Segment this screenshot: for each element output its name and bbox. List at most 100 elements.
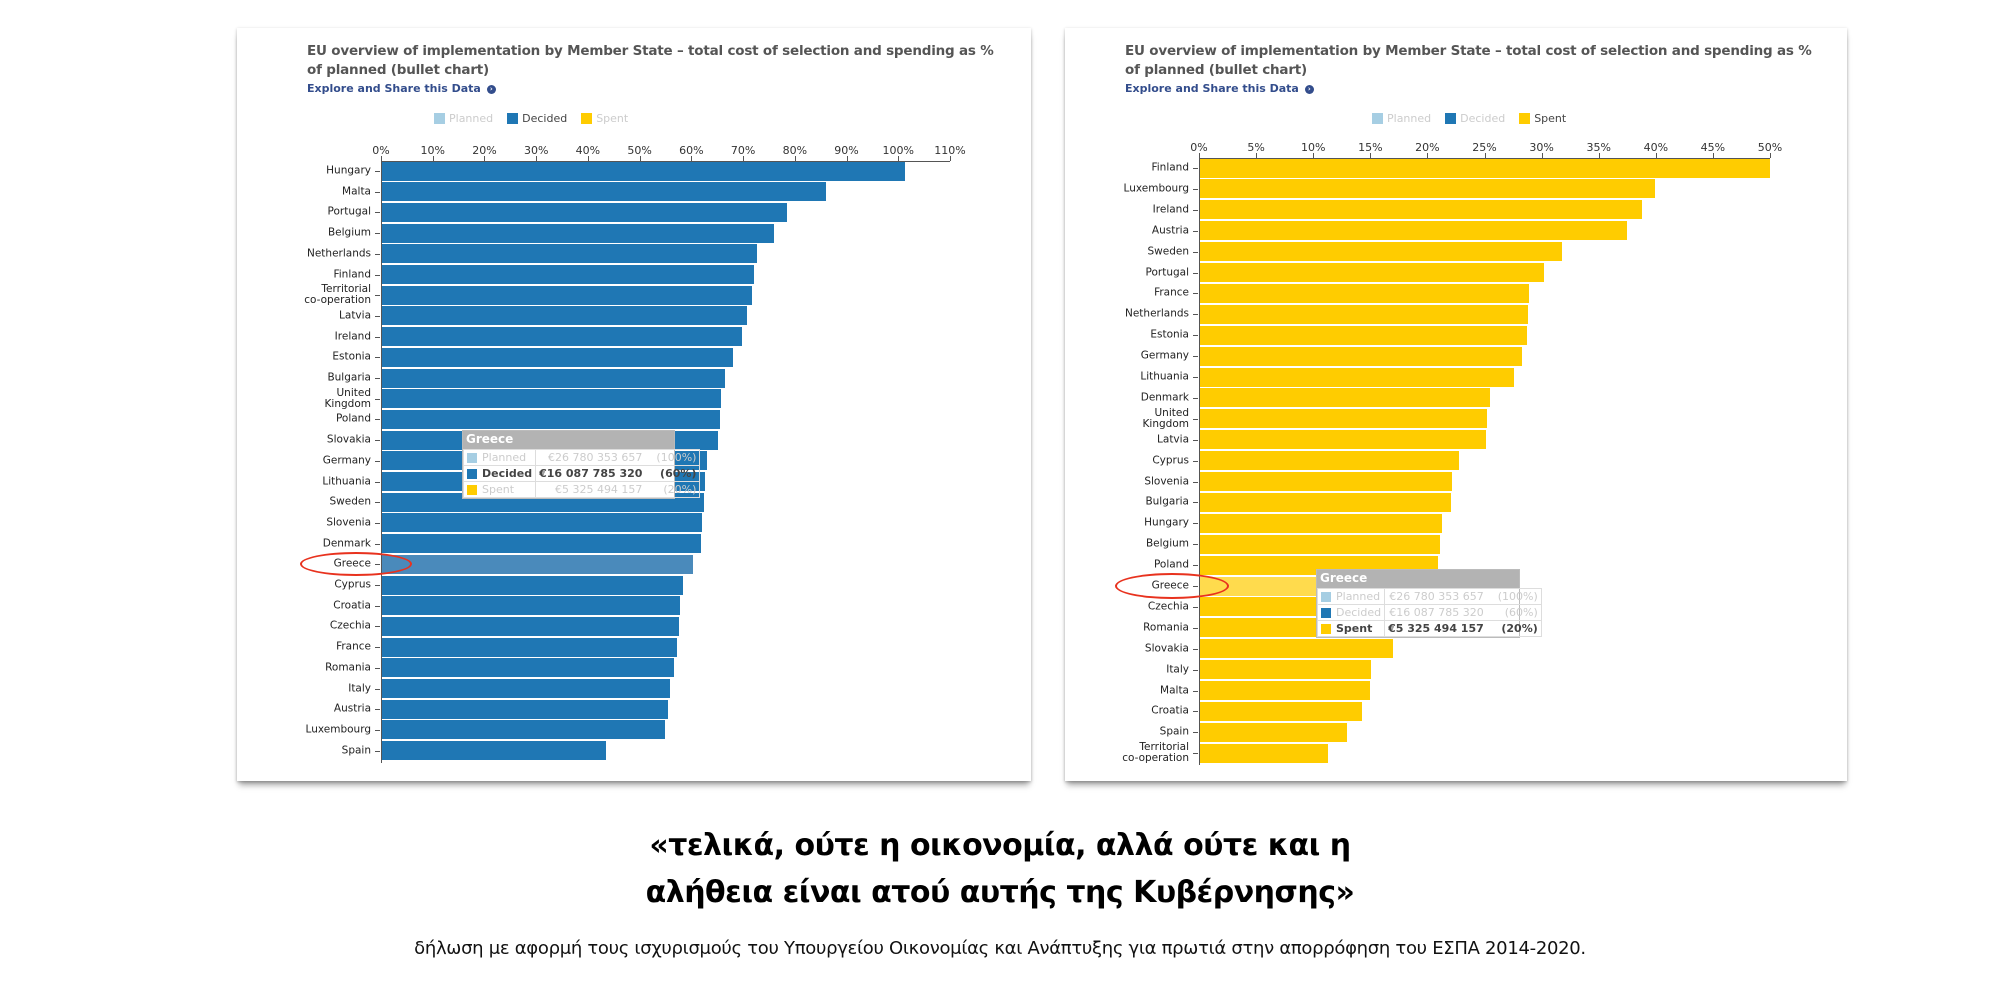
bar-luxembourg[interactable] xyxy=(1200,179,1655,199)
y-tick xyxy=(1193,627,1198,629)
country-label: Estonia xyxy=(1150,328,1189,341)
bar-bulgaria[interactable] xyxy=(1200,492,1452,512)
country-label: Belgium xyxy=(327,226,371,239)
x-tick-label: 30% xyxy=(1529,141,1554,154)
amount: €5 325 494 157 xyxy=(554,483,643,496)
bar-hungary[interactable] xyxy=(382,161,905,181)
bar-estonia[interactable] xyxy=(382,347,733,367)
legend-spent[interactable]: Spent xyxy=(1519,112,1566,125)
bar-denmark[interactable] xyxy=(382,534,702,554)
bar-germany[interactable] xyxy=(1200,346,1523,366)
bar-slovenia[interactable] xyxy=(1200,472,1453,491)
y-tick xyxy=(375,709,380,711)
bar-denmark[interactable] xyxy=(1200,388,1491,408)
legend-planned[interactable]: Planned xyxy=(434,112,493,125)
bar-finland[interactable] xyxy=(1200,158,1770,178)
bar-ireland[interactable] xyxy=(1200,200,1642,220)
bar-czechia[interactable] xyxy=(382,616,680,636)
country-label: Romania xyxy=(1143,621,1189,634)
bar-estonia[interactable] xyxy=(1200,325,1527,345)
bar-france[interactable] xyxy=(1200,283,1529,303)
bar-ireland[interactable] xyxy=(382,327,742,347)
bar-spain[interactable] xyxy=(382,741,607,761)
legend-label: Planned xyxy=(1387,112,1432,125)
legend-planned[interactable]: Planned xyxy=(1372,112,1431,125)
bar-bulgaria[interactable] xyxy=(382,368,725,388)
tooltip-row-spent: Spent €5 325 494 157 (20%) xyxy=(1316,620,1542,637)
bar-greece[interactable] xyxy=(382,554,694,574)
country-label: Italy xyxy=(1166,663,1189,676)
explore-data-link[interactable]: Explore and Share this Data › xyxy=(307,82,496,95)
x-tick xyxy=(950,156,951,161)
explore-data-link[interactable]: Explore and Share this Data › xyxy=(1125,82,1314,95)
country-label: Sweden xyxy=(1147,245,1190,258)
country-label: France xyxy=(1154,286,1189,299)
bar-romania[interactable] xyxy=(382,658,675,678)
y-tick xyxy=(1193,460,1198,462)
x-tick xyxy=(1712,153,1714,158)
y-tick xyxy=(375,315,380,317)
bar-latvia[interactable] xyxy=(1200,430,1486,450)
x-tick xyxy=(1256,153,1258,158)
bar-cyprus[interactable] xyxy=(1200,451,1460,471)
tooltip-series: Decided xyxy=(462,465,537,482)
red-circle-annotation xyxy=(300,552,412,576)
bar-territorial-co-operation[interactable] xyxy=(1200,743,1328,763)
y-tick xyxy=(375,729,380,731)
country-label: Slovenia xyxy=(326,516,371,529)
y-tick xyxy=(375,502,380,504)
bar-lithuania[interactable] xyxy=(1200,367,1515,387)
bar-finland[interactable] xyxy=(382,265,755,284)
y-tick xyxy=(1193,293,1198,295)
legend-decided[interactable]: Decided xyxy=(507,112,567,125)
explore-link-label[interactable]: Explore and Share this Data xyxy=(1125,82,1299,95)
quote-line-1: «τελικά, ούτε η οικονομία, αλλά ούτε και… xyxy=(649,828,1351,863)
y-tick xyxy=(1193,335,1198,337)
bar-belgium[interactable] xyxy=(382,223,774,243)
bar-italy[interactable] xyxy=(382,679,671,698)
legend-swatch xyxy=(1372,113,1383,124)
bar-italy[interactable] xyxy=(1200,660,1372,680)
bar-malta[interactable] xyxy=(1200,681,1371,700)
y-tick xyxy=(1193,439,1198,441)
country-label: Territorial co-operation xyxy=(1122,741,1189,765)
bar-latvia[interactable] xyxy=(382,306,747,326)
legend-label: Spent xyxy=(1534,112,1567,125)
tooltip-row-planned: Planned €26 780 353 657 (100%) xyxy=(462,449,701,466)
bar-croatia[interactable] xyxy=(1200,701,1363,721)
x-tick xyxy=(691,156,693,161)
y-tick xyxy=(375,378,380,379)
bar-croatia[interactable] xyxy=(382,596,681,616)
bar-territorial-co-operation[interactable] xyxy=(382,285,752,305)
bar-netherlands[interactable] xyxy=(382,244,758,264)
bar-france[interactable] xyxy=(382,637,677,657)
bar-slovakia[interactable] xyxy=(1200,639,1393,659)
bar-united-kingdom[interactable] xyxy=(1200,409,1487,429)
bar-cyprus[interactable] xyxy=(382,575,684,595)
bar-austria[interactable] xyxy=(382,699,668,719)
tooltip-value: €5 325 494 157 (20%) xyxy=(535,481,701,498)
bar-luxembourg[interactable] xyxy=(382,720,666,740)
bar-malta[interactable] xyxy=(382,182,826,202)
bar-netherlands[interactable] xyxy=(1200,304,1528,324)
legend-decided[interactable]: Decided xyxy=(1445,112,1505,125)
bar-poland[interactable] xyxy=(382,409,721,429)
bar-portugal[interactable] xyxy=(1200,263,1544,282)
bar-portugal[interactable] xyxy=(382,202,787,222)
explore-link-label[interactable]: Explore and Share this Data xyxy=(307,82,481,95)
x-tick xyxy=(432,156,434,161)
bar-hungary[interactable] xyxy=(1200,513,1443,533)
y-axis-line xyxy=(1199,158,1200,766)
x-tick-label: 0% xyxy=(1190,141,1208,154)
y-tick xyxy=(1193,230,1198,232)
bar-austria[interactable] xyxy=(1200,221,1628,241)
bar-slovenia[interactable] xyxy=(382,513,703,533)
legend-spent[interactable]: Spent xyxy=(581,112,628,125)
x-tick-label: 15% xyxy=(1358,141,1383,154)
bar-united-kingdom[interactable] xyxy=(382,389,722,409)
series-label: Decided xyxy=(482,467,533,480)
bar-belgium[interactable] xyxy=(1200,534,1440,554)
bar-spain[interactable] xyxy=(1200,722,1348,742)
bar-sweden[interactable] xyxy=(1200,242,1562,262)
country-label: Romania xyxy=(325,661,371,674)
